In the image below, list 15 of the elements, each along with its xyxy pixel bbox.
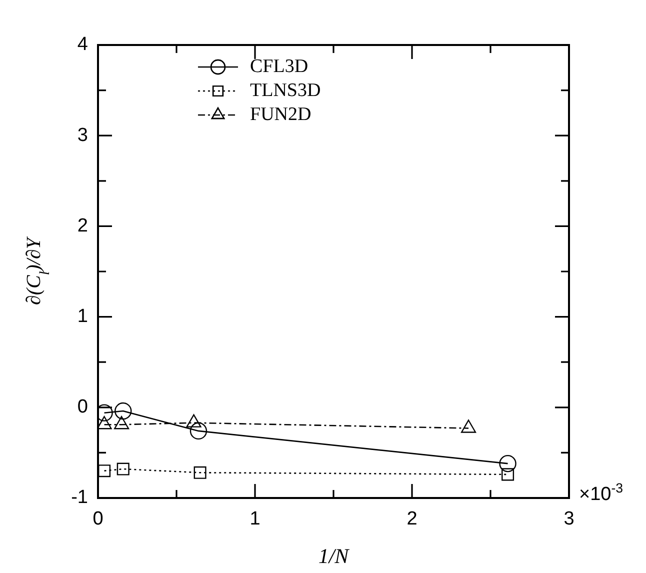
y-tick-label: 3 — [77, 124, 88, 146]
legend-label: TLNS3D — [250, 80, 321, 101]
x-tick-label: 2 — [406, 508, 418, 530]
y-tick-label: 2 — [77, 215, 88, 236]
x-tick-label: 3 — [564, 508, 574, 530]
y-tick-label: 4 — [77, 34, 88, 56]
x-tick-label: 0 — [92, 508, 104, 530]
y-tick-label: -1 — [71, 487, 88, 508]
y-axis-title: ∂(Cl)/∂Y — [23, 236, 53, 305]
x-axis-title: 1/N — [318, 544, 350, 568]
x-tick-label: 1 — [250, 508, 260, 530]
y-tick-label: 1 — [77, 306, 88, 328]
y-tick-label: 0 — [77, 396, 88, 418]
legend-label: CFL3D — [250, 56, 308, 77]
legend-label: FUN2D — [250, 104, 312, 125]
